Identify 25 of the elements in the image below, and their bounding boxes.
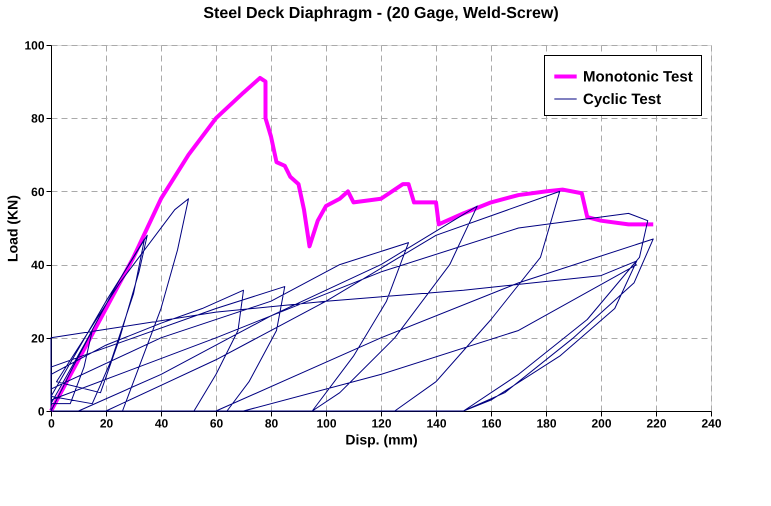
chart-title: Steel Deck Diaphragm - (20 Gage, Weld-Screw) bbox=[203, 5, 559, 22]
x-tick-label: 160 bbox=[481, 416, 502, 430]
x-tick-label: 240 bbox=[701, 416, 722, 430]
x-tick-label: 120 bbox=[371, 416, 392, 430]
x-tick-label: 20 bbox=[100, 416, 114, 430]
y-tick-label: 100 bbox=[24, 38, 45, 52]
y-tick-label: 80 bbox=[31, 112, 45, 126]
y-axis-title: Load (KN) bbox=[4, 195, 20, 262]
y-tick-label: 60 bbox=[31, 184, 45, 199]
x-axis-title: Disp. (mm) bbox=[345, 432, 418, 448]
legend-label: Monotonic Test bbox=[583, 68, 693, 86]
y-tick-label: 20 bbox=[31, 331, 45, 346]
x-tick-label: 220 bbox=[646, 416, 667, 430]
legend-label: Cyclic Test bbox=[583, 91, 662, 108]
x-tick-label: 60 bbox=[210, 416, 224, 430]
line-series bbox=[50, 190, 654, 412]
x-tick-label: 200 bbox=[591, 416, 612, 430]
x-tick-label: 180 bbox=[536, 416, 557, 430]
x-tick-label: 100 bbox=[316, 416, 337, 430]
y-tick-label: 40 bbox=[31, 258, 45, 272]
x-tick-label: 0 bbox=[48, 416, 56, 430]
x-tick-label: 80 bbox=[264, 416, 278, 430]
x-tick-label: 40 bbox=[154, 416, 168, 430]
y-tick-label: 0 bbox=[38, 404, 45, 418]
x-tick-label: 140 bbox=[426, 416, 447, 430]
